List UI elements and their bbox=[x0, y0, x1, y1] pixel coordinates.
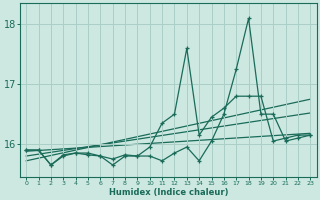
X-axis label: Humidex (Indice chaleur): Humidex (Indice chaleur) bbox=[108, 188, 228, 197]
